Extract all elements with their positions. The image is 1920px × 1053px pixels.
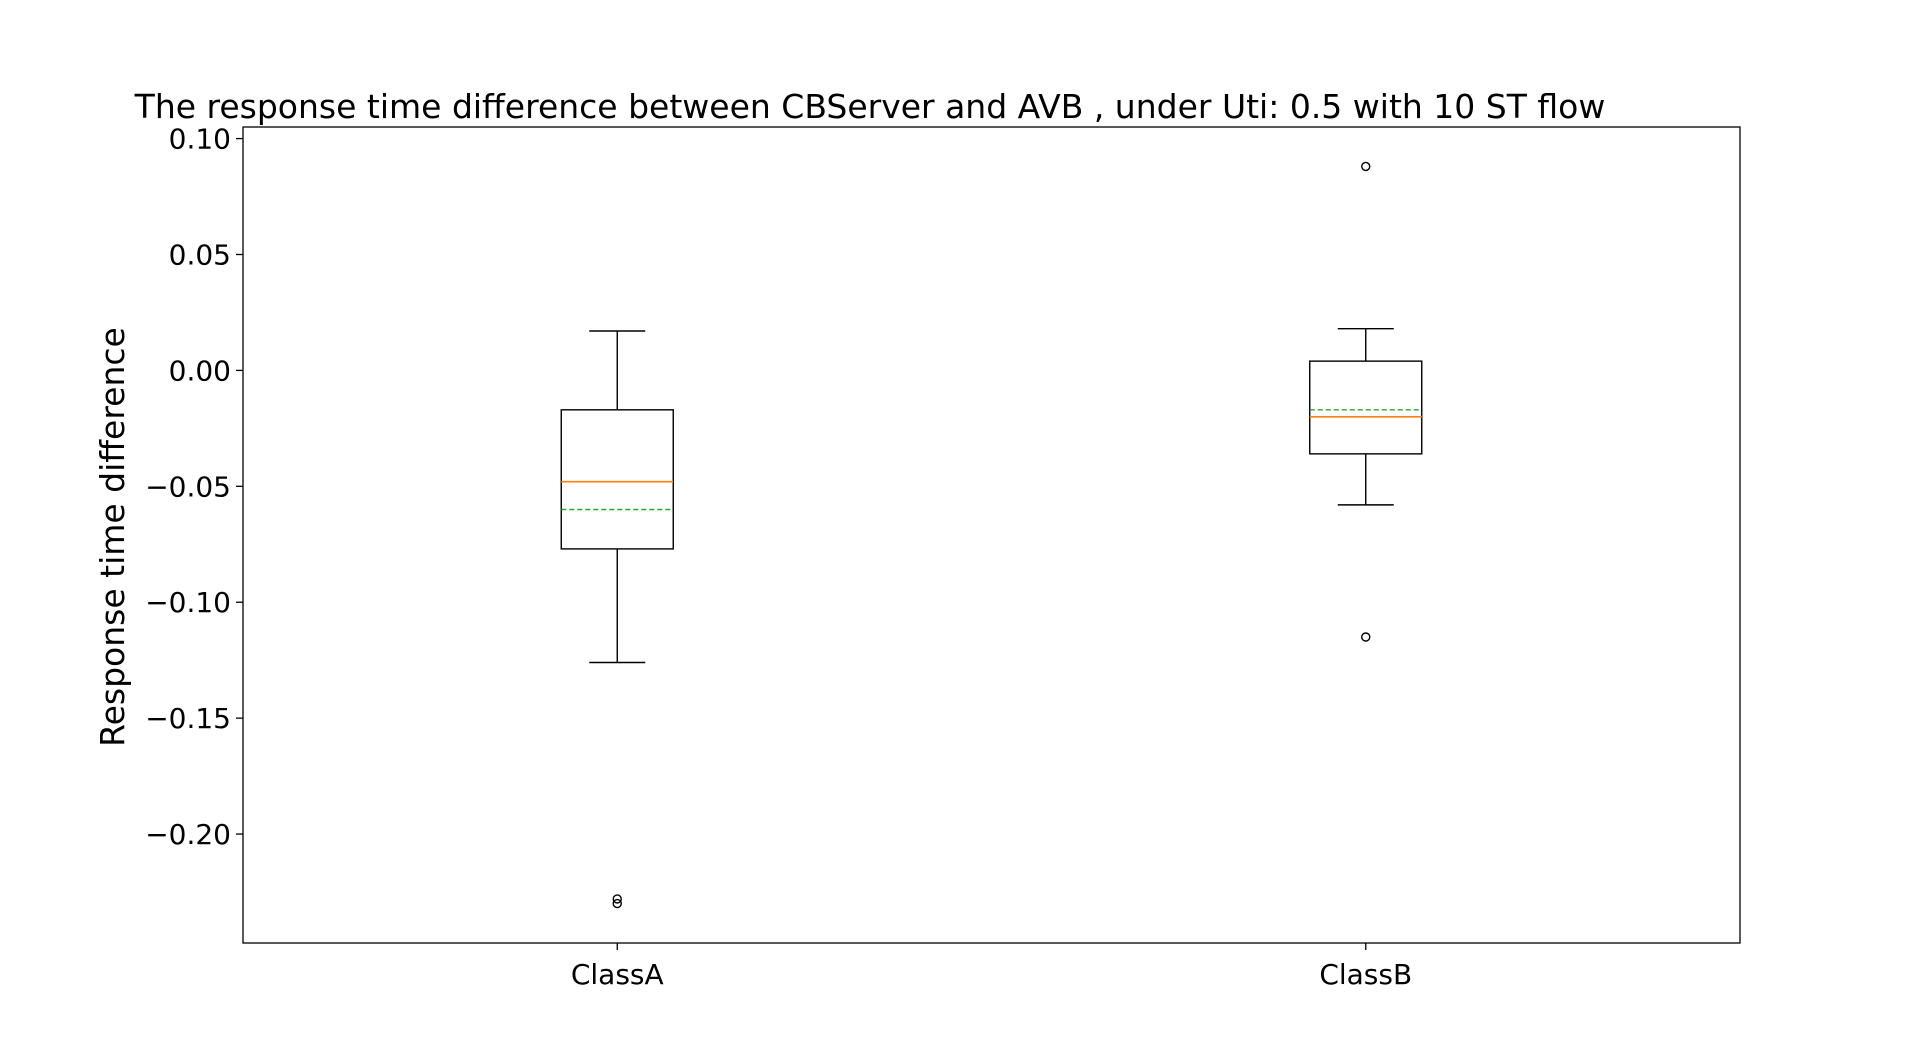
y-tick-label: 0.05 bbox=[169, 239, 231, 272]
y-tick-label: 0.00 bbox=[169, 354, 231, 387]
y-tick-label: 0.10 bbox=[169, 123, 231, 156]
x-tick-label: ClassA bbox=[571, 958, 664, 991]
chart-title: The response time difference between CBS… bbox=[134, 87, 1606, 126]
outlier-point bbox=[612, 894, 622, 904]
outlier-point bbox=[1361, 632, 1371, 642]
y-tick-label: −0.20 bbox=[145, 818, 231, 851]
outlier-point bbox=[1361, 161, 1371, 172]
y-axis-label: Response time difference bbox=[93, 327, 132, 747]
axes-frame bbox=[242, 126, 1741, 944]
y-tick-label: −0.05 bbox=[145, 470, 231, 503]
x-tick-label: ClassB bbox=[1319, 958, 1412, 991]
box-classb bbox=[1309, 360, 1423, 455]
plot-area: 0.10 0.05 0.00 −0.05 −0.10 −0.15 −0.20 ClassA Cl… bbox=[145, 123, 1741, 991]
outlier-point bbox=[612, 898, 622, 909]
y-tick-label: −0.10 bbox=[145, 586, 231, 619]
box-classa bbox=[560, 409, 674, 550]
y-tick-label: −0.15 bbox=[145, 702, 231, 735]
